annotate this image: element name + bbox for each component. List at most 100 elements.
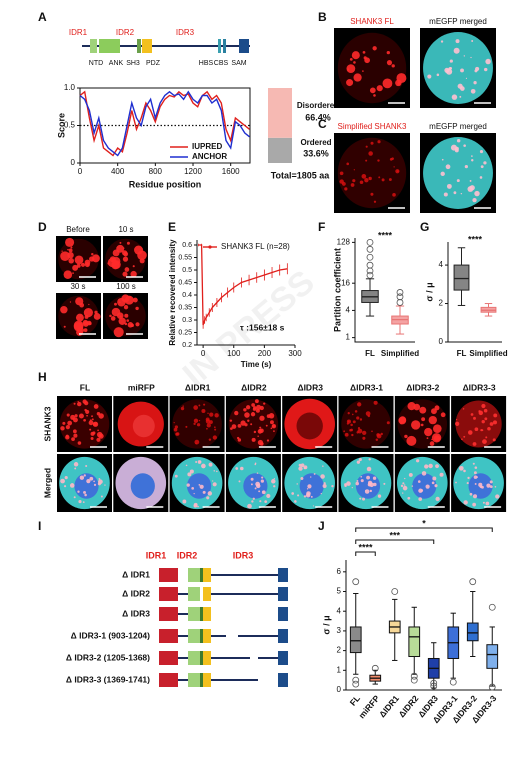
droplet — [212, 435, 218, 440]
droplet — [464, 164, 468, 169]
droplet — [470, 88, 476, 94]
droplet — [392, 193, 396, 197]
domain-block — [159, 587, 178, 601]
droplet — [253, 430, 257, 434]
droplet — [88, 420, 94, 426]
column-label: FL — [80, 382, 90, 392]
droplet — [84, 259, 91, 266]
panel-label: I — [38, 519, 41, 533]
droplet — [60, 426, 65, 431]
droplet — [122, 271, 128, 277]
droplet — [89, 476, 94, 481]
droplet — [404, 477, 406, 480]
droplet — [77, 401, 82, 407]
droplet — [208, 438, 212, 441]
droplet — [112, 249, 120, 257]
panel-label: F — [318, 220, 325, 234]
droplet — [366, 466, 372, 472]
droplet — [362, 497, 366, 501]
droplet — [73, 433, 78, 438]
droplet — [206, 423, 211, 428]
droplet — [485, 58, 491, 65]
droplet — [323, 482, 326, 485]
significance: **** — [468, 234, 483, 244]
droplet — [373, 482, 377, 487]
nucleus — [243, 473, 268, 499]
droplet — [346, 481, 351, 486]
droplet — [270, 420, 274, 425]
droplet — [351, 433, 354, 437]
y-tick-label: 6 — [337, 567, 342, 576]
droplet — [471, 159, 474, 162]
micrograph — [420, 133, 496, 213]
droplet — [455, 421, 460, 426]
droplet — [70, 246, 73, 249]
image-header: Simplified SHANK3 — [338, 122, 407, 131]
droplet — [344, 187, 348, 191]
droplet — [199, 484, 204, 489]
outlier — [352, 578, 360, 586]
droplet — [85, 464, 88, 468]
micrograph — [338, 396, 394, 452]
y-axis-label: σ / μ — [321, 615, 331, 634]
droplet — [343, 430, 346, 433]
droplet — [388, 178, 392, 181]
droplet — [202, 490, 206, 494]
droplet — [135, 322, 140, 327]
droplet — [260, 479, 264, 483]
droplet — [189, 469, 194, 474]
droplet — [320, 474, 325, 479]
image-header: mEGFP merged — [429, 17, 487, 26]
value-label: 33.6% — [303, 148, 329, 158]
domain-block — [188, 568, 200, 582]
droplet — [118, 317, 126, 325]
droplet — [352, 420, 356, 424]
legend-label: IUPRED — [192, 142, 222, 151]
droplet — [193, 503, 198, 508]
droplet — [368, 151, 373, 156]
droplet — [273, 478, 275, 480]
droplet — [123, 247, 125, 249]
droplet — [83, 418, 86, 422]
outlier — [366, 271, 374, 279]
droplet — [88, 303, 90, 306]
droplet — [320, 493, 322, 495]
droplet — [266, 439, 270, 442]
droplet — [421, 417, 426, 422]
droplet — [428, 415, 437, 425]
domain-block — [218, 39, 221, 53]
column-label: ΔIDR3-3 — [463, 382, 496, 392]
droplet — [216, 470, 218, 473]
droplet — [456, 138, 461, 143]
droplet — [433, 424, 442, 433]
droplet — [424, 464, 429, 469]
droplet — [408, 472, 413, 477]
droplet — [432, 476, 437, 481]
domain-block — [159, 651, 178, 665]
domain-label: CBS — [214, 60, 229, 67]
droplet — [65, 434, 69, 438]
droplet — [368, 177, 371, 179]
micrograph — [334, 133, 410, 213]
droplet — [402, 482, 405, 485]
y-tick-label: 0.4 — [182, 292, 192, 299]
y-tick-label: 0 — [71, 158, 76, 167]
droplet — [393, 166, 395, 168]
droplet — [365, 411, 371, 416]
total-label: Total=1805 aa — [271, 170, 331, 180]
droplet — [483, 408, 488, 413]
outlier — [366, 238, 374, 246]
cell — [455, 400, 502, 448]
cell — [228, 399, 279, 449]
droplet — [122, 256, 129, 262]
micrograph — [225, 396, 281, 452]
droplet — [347, 420, 350, 423]
droplet — [391, 157, 394, 160]
droplet — [79, 475, 85, 480]
droplet — [135, 306, 139, 311]
droplet — [369, 87, 376, 94]
droplet — [417, 480, 421, 483]
row-label: Merged — [42, 468, 52, 498]
droplet — [90, 431, 95, 436]
domain-block — [159, 629, 178, 643]
